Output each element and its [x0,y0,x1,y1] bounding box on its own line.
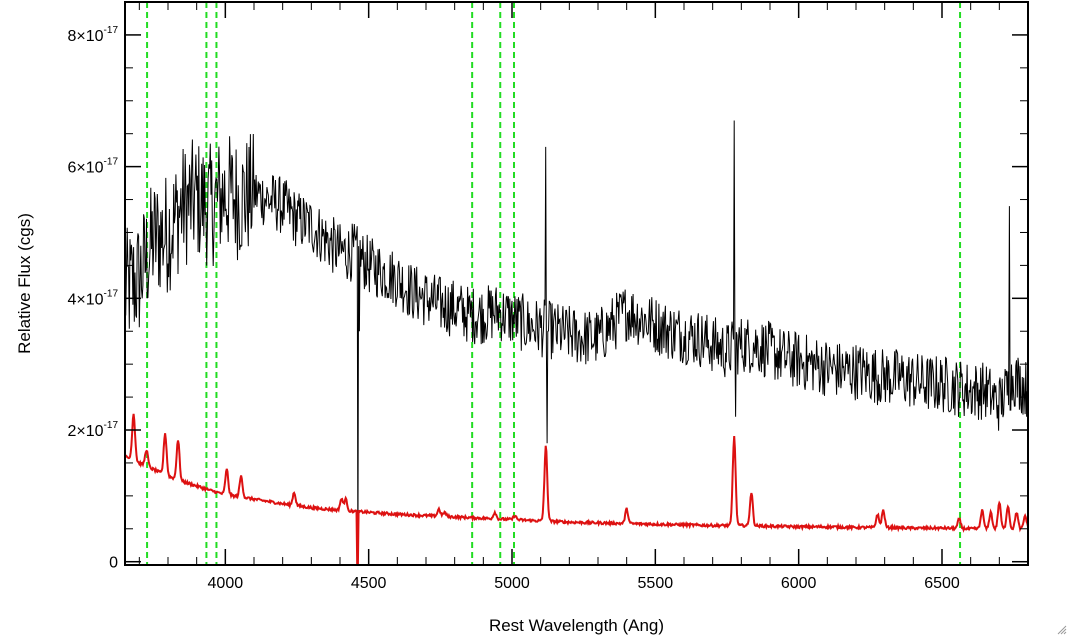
y-tick-labels: 0 2×10-17 4×10-17 6×10-17 8×10-17 [68,25,119,572]
model-spectrum-line [124,413,1029,566]
x-axis-title: Rest Wavelength (Ang) [489,616,664,635]
x-tick-labels: 4000 4500 5000 5500 6000 6500 [208,575,960,592]
y-tick-label: 6×10-17 [68,157,119,177]
y-axis-title: Relative Flux (cgs) [15,213,34,354]
observed-spectrum-line [124,120,1029,566]
x-tick-label: 5500 [638,575,674,592]
x-tick-label: 6000 [781,575,817,592]
axis-ticks [125,1,1029,565]
x-tick-label: 4500 [351,575,387,592]
x-tick-label: 6500 [924,575,960,592]
y-tick-label: 2×10-17 [68,420,119,440]
plot-frame [124,1,1029,566]
x-tick-label: 5000 [494,575,530,592]
y-tick-label: 4×10-17 [68,288,119,308]
y-tick-label: 0 [109,555,118,572]
y-tick-label: 8×10-17 [68,25,119,45]
resize-grip-icon[interactable] [1055,623,1067,635]
emission-line-markers [146,2,962,565]
x-tick-label: 4000 [208,575,244,592]
spectrum-series [124,120,1029,566]
